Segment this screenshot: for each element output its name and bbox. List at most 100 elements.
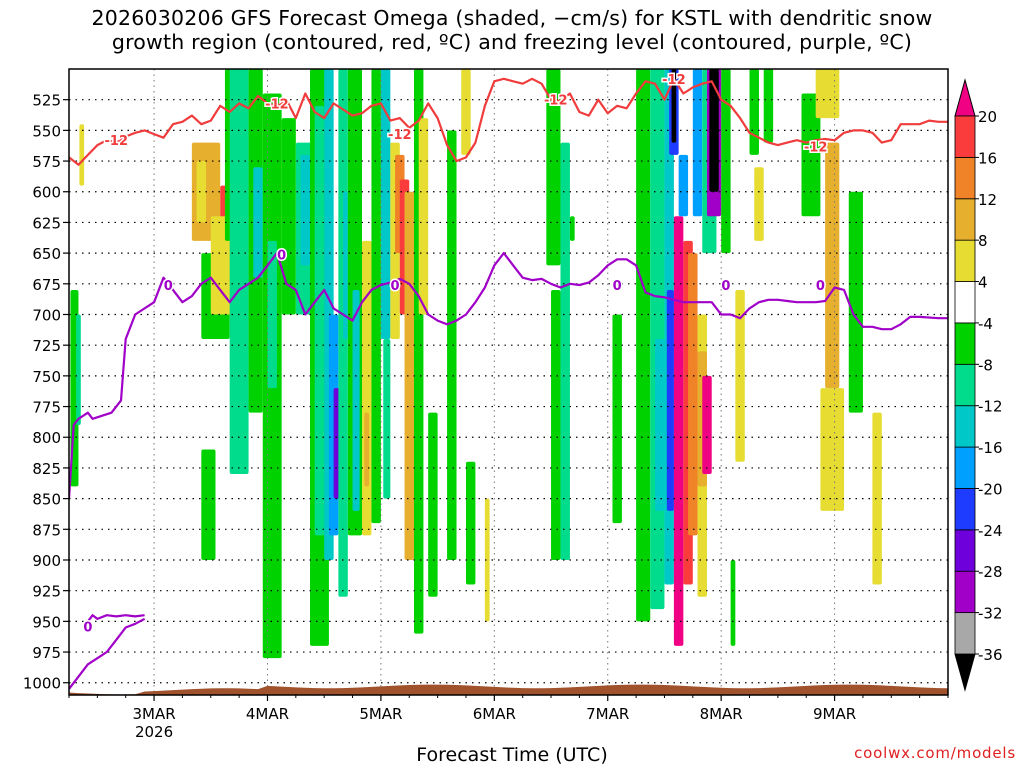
omega-cell — [763, 69, 774, 143]
omega-cell — [229, 69, 249, 475]
colorbar-label: -20 — [978, 480, 1003, 498]
y-tick-label: 775 — [32, 399, 61, 417]
omega-cell — [735, 289, 745, 462]
y-tick-label: 625 — [32, 214, 61, 232]
y-tick-label: 800 — [32, 429, 61, 447]
omega-cell — [79, 124, 85, 186]
freezing-contour-label: 0 — [391, 279, 400, 294]
y-tick-label: 950 — [32, 613, 61, 631]
colorbar-bin — [954, 198, 976, 241]
omega-cell — [825, 142, 840, 389]
y-tick-label: 925 — [32, 583, 61, 601]
x-tick-label: 7MAR — [586, 705, 629, 723]
omega-cell — [801, 93, 821, 217]
plot-frame — [68, 68, 949, 696]
colorbar-label: 16 — [978, 149, 997, 167]
omega-cell — [281, 118, 296, 315]
colorbar-bin — [954, 529, 976, 572]
omega-cell — [673, 216, 684, 646]
freezing-contour-label: 0 — [721, 279, 730, 294]
colorbar-bin — [954, 115, 976, 158]
title-line-2: growth region (contoured, red, ºC) and f… — [111, 30, 913, 54]
omega-cell — [447, 130, 457, 560]
y-tick-label: 600 — [32, 184, 61, 202]
y-tick-label: 725 — [32, 337, 61, 355]
omega-cell — [655, 339, 665, 511]
y-tick-label: 700 — [32, 306, 61, 324]
freezing-contour-label: 0 — [164, 279, 173, 294]
omega-cell — [848, 191, 863, 413]
colorbar-bin — [954, 239, 976, 282]
omega-cell — [671, 69, 677, 143]
x-tick-label: 6MAR — [473, 705, 516, 723]
omega-cell — [702, 375, 712, 475]
y-tick-label: 975 — [32, 644, 61, 662]
colorbar-label: -8 — [978, 356, 993, 374]
omega-cell — [362, 240, 372, 536]
dgz-contour-label: -12 — [804, 140, 828, 155]
x-tick-label: 5MAR — [359, 705, 402, 723]
omega-cell — [364, 412, 370, 487]
omega-cell — [754, 167, 764, 241]
omega-cell — [461, 69, 471, 155]
colorbar-bin — [954, 156, 976, 200]
omega-cell — [820, 388, 845, 511]
omega-cell — [267, 240, 277, 389]
colorbar-bin — [954, 281, 976, 324]
dgz-contour-line — [69, 77, 948, 166]
y-tick-label: 650 — [32, 245, 61, 263]
colorbar-bin — [954, 322, 976, 365]
omega-cell — [196, 161, 207, 223]
dgz-contour-label: -12 — [388, 128, 412, 143]
y-tick-label: 875 — [32, 521, 61, 539]
omega-cell — [343, 191, 348, 340]
omega-cell — [314, 105, 325, 536]
omega-cell — [418, 118, 429, 315]
dgz-contour-label: -12 — [662, 73, 686, 88]
omega-cell — [678, 154, 689, 217]
terrain-ground — [69, 684, 948, 695]
omega-cell — [465, 461, 476, 585]
freezing-level-line — [69, 252, 948, 499]
dgz-contour-label: -12 — [265, 97, 289, 112]
omega-cell — [730, 559, 736, 646]
freezing-contour-label: 0 — [277, 248, 286, 263]
y-tick-label: 575 — [32, 153, 61, 171]
omega-cell — [872, 412, 882, 585]
omega-cell — [546, 69, 561, 266]
freezing-contour-label: 0 — [613, 279, 622, 294]
freezing-contour-label: 0 — [816, 279, 825, 294]
plot-area: -12 -12 -12 -12 -12 -12 0 0 0 0 0 0 0 — [69, 69, 948, 695]
omega-cell — [692, 69, 703, 217]
dgz-contour-label: -12 — [544, 94, 568, 109]
colorbar-label: 8 — [978, 232, 988, 250]
colorbar-label: -4 — [978, 315, 993, 333]
omega-cell — [371, 69, 381, 524]
colorbar-label: 12 — [978, 191, 997, 209]
freezing-contour-label: 0 — [83, 620, 92, 635]
x-tick-label: 3MAR — [132, 705, 175, 723]
colorbar-label: -28 — [978, 563, 1003, 581]
colorbar-bin — [954, 405, 976, 448]
colorbar-bin — [954, 570, 976, 614]
colorbar-label: -12 — [978, 398, 1003, 416]
y-tick-label: 550 — [32, 122, 61, 140]
colorbar-min-triangle — [954, 653, 976, 692]
y-tick-label: 750 — [32, 368, 61, 386]
colorbar-bin — [954, 363, 976, 407]
colorbar: -36 -32 -28 -24 -20 -16 -12 -8 -4 4 8 12 16 20 — [954, 78, 1003, 692]
omega-cell — [551, 289, 561, 560]
colorbar-label: -32 — [978, 605, 1003, 623]
omega-cell — [569, 216, 575, 241]
y-tick-label: 675 — [32, 276, 61, 294]
colorbar-label: 4 — [978, 274, 988, 292]
omega-cell — [383, 339, 391, 499]
x-tick-label: 8MAR — [700, 705, 743, 723]
x-tick-label: 9MAR — [813, 705, 856, 723]
credit-link[interactable]: coolwx.com/models — [854, 744, 1016, 762]
omega-cell — [612, 314, 622, 524]
omega-cell — [352, 289, 360, 511]
y-tick-label: 1000 — [23, 675, 61, 693]
omega-cell — [428, 412, 438, 597]
